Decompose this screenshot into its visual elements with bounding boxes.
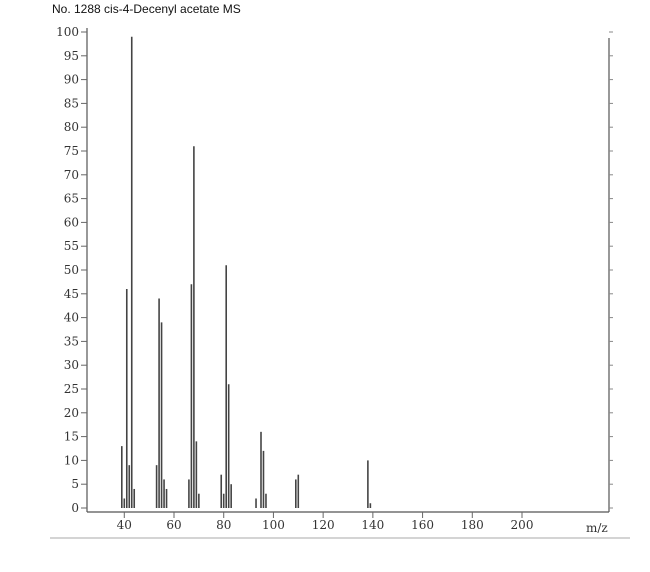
x-ticks: 40 60 80 100 120 140 160 180 200 [117, 512, 534, 532]
x-tick-label: 140 [361, 518, 384, 532]
x-tick-label: 80 [216, 518, 231, 532]
y-tick-label: 0 [71, 501, 79, 515]
x-tick-label: 160 [411, 518, 434, 532]
y-tick-label: 5 [71, 477, 79, 491]
y-tick-label: 75 [64, 144, 79, 158]
y-tick-label: 25 [64, 382, 79, 396]
y-tick-label: 50 [64, 263, 79, 277]
y-tick-label: 20 [64, 406, 79, 420]
y-tick-label: 80 [64, 120, 79, 134]
chart-title: No. 1288 cis-4-Decenyl acetate MS [52, 2, 241, 16]
x-tick-label: 180 [461, 518, 484, 532]
y-tick-label: 90 [64, 73, 79, 87]
x-tick-label: 120 [312, 518, 335, 532]
y-ticks: 0 5 10 15 20 25 30 35 40 45 50 55 60 65 70 75 80 85 90 95 10… [56, 25, 613, 515]
y-tick-label: 35 [64, 334, 79, 348]
y-tick-label: 15 [64, 430, 79, 444]
x-tick-label: 100 [262, 518, 285, 532]
y-tick-label: 45 [64, 287, 79, 301]
y-tick-label: 10 [64, 453, 79, 467]
peaks [121, 36, 372, 508]
y-tick-label: 55 [64, 239, 79, 253]
axes [50, 28, 630, 539]
y-tick-label: 95 [64, 49, 79, 63]
y-tick-label: 70 [64, 168, 79, 182]
y-tick-label: 100 [56, 25, 79, 39]
x-tick-label: 40 [117, 518, 132, 532]
y-tick-label: 30 [64, 358, 79, 372]
x-axis-label: m/z [586, 521, 608, 535]
x-tick-label: 60 [166, 518, 181, 532]
y-tick-label: 65 [64, 192, 79, 206]
y-tick-label: 85 [64, 96, 79, 110]
y-tick-label: 60 [64, 215, 79, 229]
y-tick-label: 40 [64, 311, 79, 325]
x-tick-label: 200 [511, 518, 534, 532]
